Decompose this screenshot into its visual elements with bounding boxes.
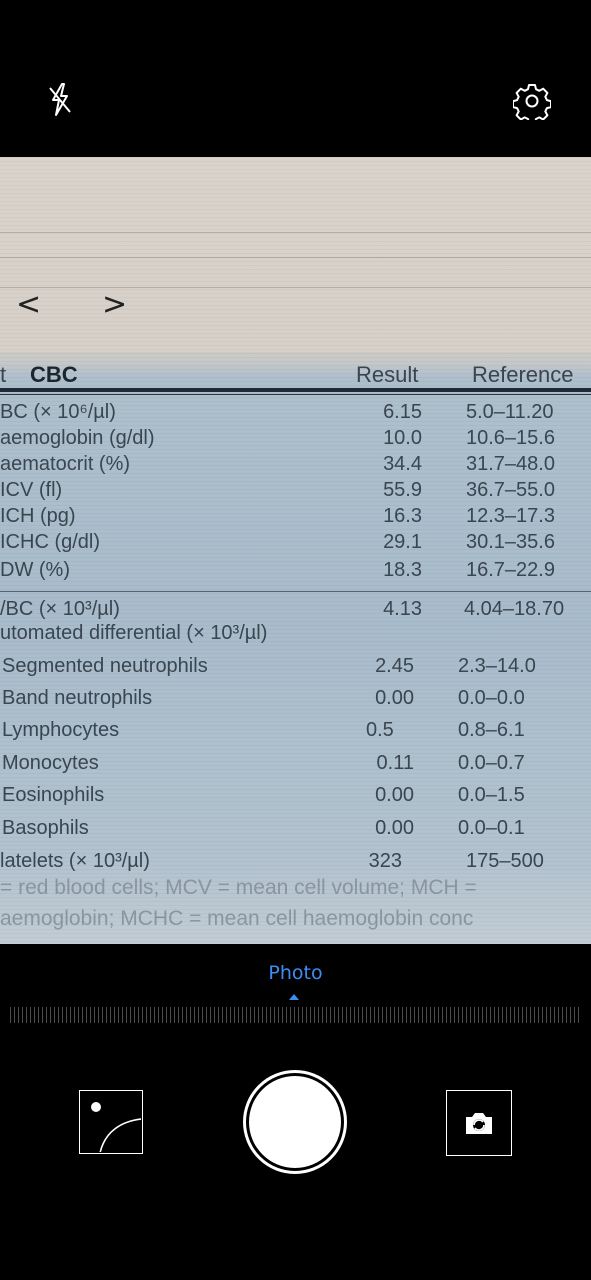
table-row: ICV (fl) 55.9 36.7–55.0 — [0, 477, 591, 503]
row-label: ICH (pg) — [0, 505, 76, 527]
paper-line — [0, 257, 591, 258]
table-row: Basophils 0.00 0.0–0.1 — [0, 815, 591, 841]
table-row: ICH (pg) 16.3 12.3–17.3 — [0, 503, 591, 529]
row-reference: 0.8–6.1 — [458, 719, 525, 741]
table-row: ICHC (g/dl) 29.1 30.1–35.6 — [0, 529, 591, 555]
table-row: Lymphocytes 0.5 0.8–6.1 — [0, 717, 591, 743]
row-result: 10.0 — [383, 427, 422, 449]
row-result: 0.5 — [366, 719, 394, 741]
row-result: 0.00 — [375, 784, 414, 806]
row-reference: 5.0–11.20 — [466, 401, 554, 423]
paper-top-area — [0, 157, 591, 352]
row-reference: 2.3–14.0 — [458, 655, 536, 677]
row-reference: 12.3–17.3 — [466, 505, 555, 527]
flash-button[interactable] — [40, 80, 80, 120]
row-result: 4.13 — [383, 598, 422, 620]
doc-prev-arrow: < — [16, 287, 42, 322]
mode-photo[interactable]: Photo — [268, 962, 323, 984]
doc-next-arrow: > — [102, 287, 128, 322]
row-label: Monocytes — [2, 752, 99, 774]
row-label: DW (%) — [0, 559, 70, 581]
row-result: 29.1 — [383, 531, 422, 553]
gallery-button[interactable] — [79, 1090, 143, 1154]
header-reference: Reference — [472, 362, 574, 387]
header-title: CBC — [30, 362, 78, 387]
row-reference: 36.7–55.0 — [466, 479, 555, 501]
row-reference: 175–500 — [466, 850, 544, 872]
mode-indicator-icon — [289, 994, 299, 1000]
switch-camera-button[interactable] — [446, 1090, 512, 1156]
row-label: aematocrit (%) — [0, 453, 131, 475]
row-result: 0.00 — [375, 687, 414, 709]
table-row: /BC (× 10³/µl) 4.13 4.04–18.70 — [0, 596, 591, 622]
footnote-line: = red blood cells; MCV = mean cell volum… — [0, 876, 477, 899]
row-label: Basophils — [2, 817, 89, 839]
row-reference: 0.0–1.5 — [458, 784, 525, 806]
table-row: aematocrit (%) 34.4 31.7–48.0 — [0, 451, 591, 477]
row-label: /BC (× 10³/µl) — [0, 598, 120, 620]
paper-line — [0, 232, 591, 233]
row-result: 323 — [368, 850, 402, 872]
header-result: Result — [356, 362, 419, 387]
table-row: DW (%) 18.3 16.7–22.9 — [0, 557, 591, 583]
row-reference: 4.04–18.70 — [464, 598, 565, 620]
row-reference: 10.6–15.6 — [466, 427, 555, 449]
row-label: Eosinophils — [2, 784, 105, 806]
section-divider — [0, 591, 591, 592]
table-row: Monocytes 0.11 0.0–0.7 — [0, 750, 591, 776]
switch-camera-icon — [466, 1113, 492, 1134]
row-reference: 0.0–0.1 — [458, 817, 525, 839]
footnote-line: aemoglobin; MCHC = mean cell haemoglobin… — [0, 907, 474, 930]
table-row: aemoglobin (g/dl) 10.0 10.6–15.6 — [0, 425, 591, 451]
header-test: t — [0, 362, 7, 387]
shutter-inner — [249, 1076, 341, 1168]
row-result: 0.00 — [375, 817, 414, 839]
zoom-ruler[interactable] — [10, 1007, 581, 1023]
differential-label: utomated differential (× 10³/µl) — [0, 622, 268, 644]
table-row: BC (× 10⁶/µl) 6.15 5.0–11.20 — [0, 399, 591, 425]
row-label: ICHC (g/dl) — [0, 531, 101, 553]
table-row: Eosinophils 0.00 0.0–1.5 — [0, 782, 591, 808]
row-label: Segmented neutrophils — [2, 655, 208, 677]
paper-line — [0, 287, 591, 288]
cbc-table: t CBC Result Reference BC (× 10⁶/µl) 6.1… — [0, 354, 591, 944]
row-label: latelets (× 10³/µl) — [0, 850, 150, 872]
header-rule — [0, 388, 591, 392]
row-reference: 30.1–35.6 — [466, 531, 555, 553]
header-rule — [0, 394, 591, 395]
flash-off-icon — [49, 83, 71, 116]
table-row: Segmented neutrophils 2.45 2.3–14.0 — [0, 653, 591, 679]
row-result: 34.4 — [383, 453, 422, 475]
row-label: aemoglobin (g/dl) — [0, 427, 155, 449]
row-reference: 16.7–22.9 — [466, 559, 555, 581]
row-reference: 0.0–0.7 — [458, 752, 525, 774]
table-row: latelets (× 10³/µl) 323 175–500 — [0, 848, 591, 874]
row-reference: 31.7–48.0 — [466, 453, 555, 475]
gallery-thumbnail-icon — [91, 1102, 143, 1154]
camera-viewfinder[interactable]: < > t CBC Result Reference BC (× 10⁶/µl)… — [0, 157, 591, 944]
gear-icon — [513, 84, 551, 120]
settings-button[interactable] — [511, 80, 553, 122]
row-label: ICV (fl) — [0, 479, 63, 501]
row-label: BC (× 10⁶/µl) — [0, 401, 116, 423]
row-result: 16.3 — [383, 505, 422, 527]
row-result: 0.11 — [376, 752, 414, 774]
row-result: 55.9 — [383, 479, 422, 501]
row-result: 18.3 — [383, 559, 422, 581]
row-reference: 0.0–0.0 — [458, 687, 525, 709]
row-label: Band neutrophils — [2, 687, 153, 709]
row-label: Lymphocytes — [2, 719, 120, 741]
table-row: Band neutrophils 0.00 0.0–0.0 — [0, 685, 591, 711]
row-result: 6.15 — [383, 401, 422, 423]
shutter-button[interactable] — [243, 1070, 347, 1174]
row-result: 2.45 — [375, 655, 414, 677]
table-row: utomated differential (× 10³/µl) — [0, 620, 591, 646]
